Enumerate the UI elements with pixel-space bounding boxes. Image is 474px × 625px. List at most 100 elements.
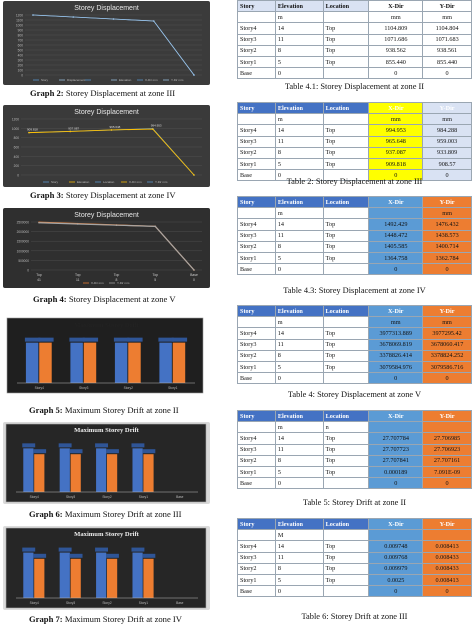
table-cell: Story1: [237, 55, 276, 69]
table-cell: X-Dir: [368, 517, 424, 531]
data-label-box: [69, 553, 83, 558]
table-cell: Base: [237, 585, 276, 598]
x-tick-label: Story4: [35, 386, 44, 390]
table-row: Story3 11 Top 0.009768 0.008433: [237, 551, 472, 564]
bar: [39, 342, 52, 383]
data-label-box: [82, 337, 99, 342]
table-cell: Location: [322, 0, 370, 13]
table-cell: 0: [422, 67, 472, 80]
table-cell: [322, 11, 370, 24]
table-cell: 0.009768: [368, 551, 424, 564]
table-cell: Top: [322, 55, 370, 69]
table-cell: 14: [274, 218, 324, 231]
data-point: [193, 269, 195, 271]
data-label-box: [142, 553, 156, 558]
x-tick-label: Story2: [102, 601, 111, 605]
table-cell: Base: [237, 67, 276, 80]
x-tick-label: Story4: [30, 495, 39, 499]
y-tick-label: 700: [18, 39, 24, 43]
y-tick-label: 800: [14, 136, 20, 140]
table-cell: Story: [237, 101, 276, 115]
table-cell: M: [274, 529, 324, 542]
table-row: Base 0 0 0: [237, 67, 472, 80]
y-tick-label: 1000: [12, 127, 19, 131]
table-cell: Location: [322, 409, 370, 423]
bar: [23, 448, 34, 492]
table-cell: 11: [274, 33, 324, 46]
table-cell: Top: [322, 573, 370, 587]
data-point: [28, 131, 30, 134]
table-cell: Y-Dir: [422, 304, 472, 318]
data-point: [72, 16, 75, 18]
y-tick-label: 1200: [16, 14, 23, 18]
data-point: [110, 129, 113, 131]
table-cell: 1438.573: [422, 229, 472, 242]
table-cell: Story: [237, 517, 276, 531]
chart-title: Maximum Storey Drift: [74, 427, 140, 434]
data-label-box: [58, 443, 72, 448]
legend-entry: X-Dir mm: [91, 281, 104, 285]
x-tick-label: Story3: [66, 495, 75, 499]
table-cell: [322, 529, 370, 542]
table-cell: Story: [237, 0, 276, 13]
table-caption: Table 4.1: Storey Displacement at zone I…: [284, 82, 425, 91]
table-cell: 27.707841: [368, 454, 424, 467]
data-point: [152, 20, 155, 22]
legend-entry: Y-Dir mm: [155, 180, 168, 184]
table-cell: [322, 477, 370, 490]
table-cell: 965.648: [368, 135, 424, 148]
table-cell: Location: [322, 101, 370, 115]
table-cell: 5: [274, 251, 324, 265]
chart-background: [3, 105, 210, 187]
table-cell: 0: [422, 372, 472, 385]
table-cell: Story3: [237, 135, 276, 148]
table-cell: Top: [322, 135, 370, 148]
data-point: [32, 14, 34, 16]
table-cell: [422, 529, 472, 542]
x-tick-label: Story4: [30, 601, 39, 605]
table-cell: Story4: [237, 218, 276, 231]
table-cell: 1362.784: [422, 251, 472, 265]
table-cell: 5: [274, 55, 324, 69]
table-cell: Location: [322, 195, 370, 209]
table-drift-zone-ii: Story Elevation Location X-Dir Y-Dir m n Story4…: [237, 409, 472, 490]
table-cell: 3678069.819: [368, 338, 424, 351]
data-point: [193, 174, 195, 176]
table-cell: Top: [322, 338, 370, 351]
table-cell: 1104.804: [422, 22, 472, 35]
table-cell: Top: [322, 124, 370, 137]
table-displacement-zone-iv: Story Elevation Location X-Dir Y-Dir m mm Story…: [237, 195, 472, 276]
table-cell: mm: [422, 11, 472, 24]
chart-image: Storey Displacement 1200 1000 800 600 400 200 0…: [3, 105, 210, 187]
bar: [83, 342, 97, 383]
bar: [23, 552, 34, 598]
chart-image: Maximum Storey Drift Story4 Story3 Story2 St…: [3, 315, 210, 397]
data-label-box: [95, 443, 108, 448]
data-label-box: [22, 547, 36, 552]
table-row: Story2 8 Top 27.707841 27.707161: [237, 454, 472, 467]
table-row: Story2 8 Top 938.562 938.561: [237, 44, 472, 57]
chart-title: Maximum Storey Drift: [74, 322, 140, 329]
table-cell: 1492.429: [368, 218, 424, 231]
y-tick-label: 0: [21, 74, 23, 78]
table-cell: X-Dir: [368, 0, 424, 13]
table-row: Story1 5 Top 0.0025 0.008413: [237, 573, 472, 587]
table-cell: mm: [368, 11, 424, 24]
data-label-box: [142, 449, 156, 454]
x-tick-label: Base: [176, 495, 183, 499]
table-cell: [368, 421, 424, 434]
x-tick-label: Story2: [102, 495, 111, 499]
y-tick-label: 600: [18, 44, 24, 48]
data-label-box: [106, 449, 119, 454]
data-label-box: [24, 337, 41, 342]
table-cell: Story1: [237, 251, 276, 265]
table-cell: n: [322, 421, 370, 434]
y-tick-label: 0: [17, 174, 19, 178]
table-row: Story1 5 Top 1364.758 1362.784: [237, 251, 472, 265]
table-row: Story1 5 Top 0.000189 7.091E-09: [237, 465, 472, 479]
bar: [172, 342, 186, 383]
table-cell: 5: [274, 157, 324, 171]
table-cell: [322, 372, 370, 385]
table-cell: Base: [237, 477, 276, 490]
